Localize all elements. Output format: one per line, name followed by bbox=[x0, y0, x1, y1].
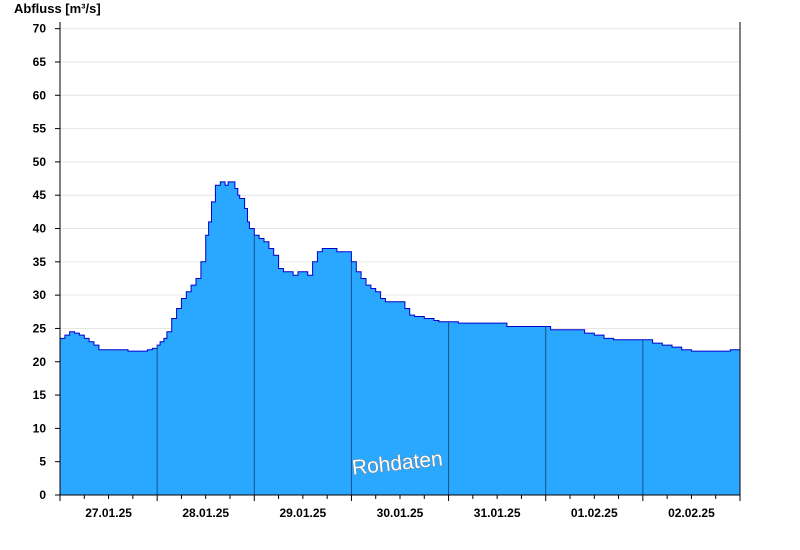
discharge-area bbox=[60, 181, 741, 495]
y-tick-label: 60 bbox=[33, 88, 47, 102]
y-tick-label: 40 bbox=[33, 222, 47, 236]
x-tick-label: 30.01.25 bbox=[377, 506, 424, 520]
x-tick-label: 02.02.25 bbox=[668, 506, 715, 520]
y-tick-label: 15 bbox=[33, 388, 47, 402]
y-tick-label: 65 bbox=[33, 55, 47, 69]
y-tick-label: 45 bbox=[33, 188, 47, 202]
y-tick-label: 10 bbox=[33, 421, 47, 435]
x-tick-label: 01.02.25 bbox=[571, 506, 618, 520]
y-tick-label: 25 bbox=[33, 321, 47, 335]
y-axis-title: Abfluss [m³/s] bbox=[14, 1, 101, 16]
y-ticks: 0 5 10 15 20 25 30 35 40 45 50 55 60 65 70 bbox=[33, 22, 60, 502]
y-tick-label: 35 bbox=[33, 255, 47, 269]
y-tick-label: 20 bbox=[33, 355, 47, 369]
y-tick-label: 70 bbox=[33, 22, 47, 36]
y-tick-label: 30 bbox=[33, 288, 47, 302]
y-tick-label: 5 bbox=[39, 455, 46, 469]
x-tick-label: 28.01.25 bbox=[182, 506, 229, 520]
y-tick-label: 0 bbox=[39, 488, 46, 502]
discharge-area-fill bbox=[60, 181, 740, 495]
y-tick-label: 55 bbox=[33, 122, 47, 136]
x-tick-label: 31.01.25 bbox=[474, 506, 521, 520]
day-dividers bbox=[156, 235, 644, 495]
discharge-series-line bbox=[60, 181, 741, 352]
x-tick-label: 29.01.25 bbox=[279, 506, 326, 520]
x-tick-label: 27.01.25 bbox=[85, 506, 132, 520]
y-tick-label: 50 bbox=[33, 155, 47, 169]
x-ticks: 27.01.25 28.01.25 29.01.25 30.01.25 31.01.25… bbox=[59, 495, 741, 520]
